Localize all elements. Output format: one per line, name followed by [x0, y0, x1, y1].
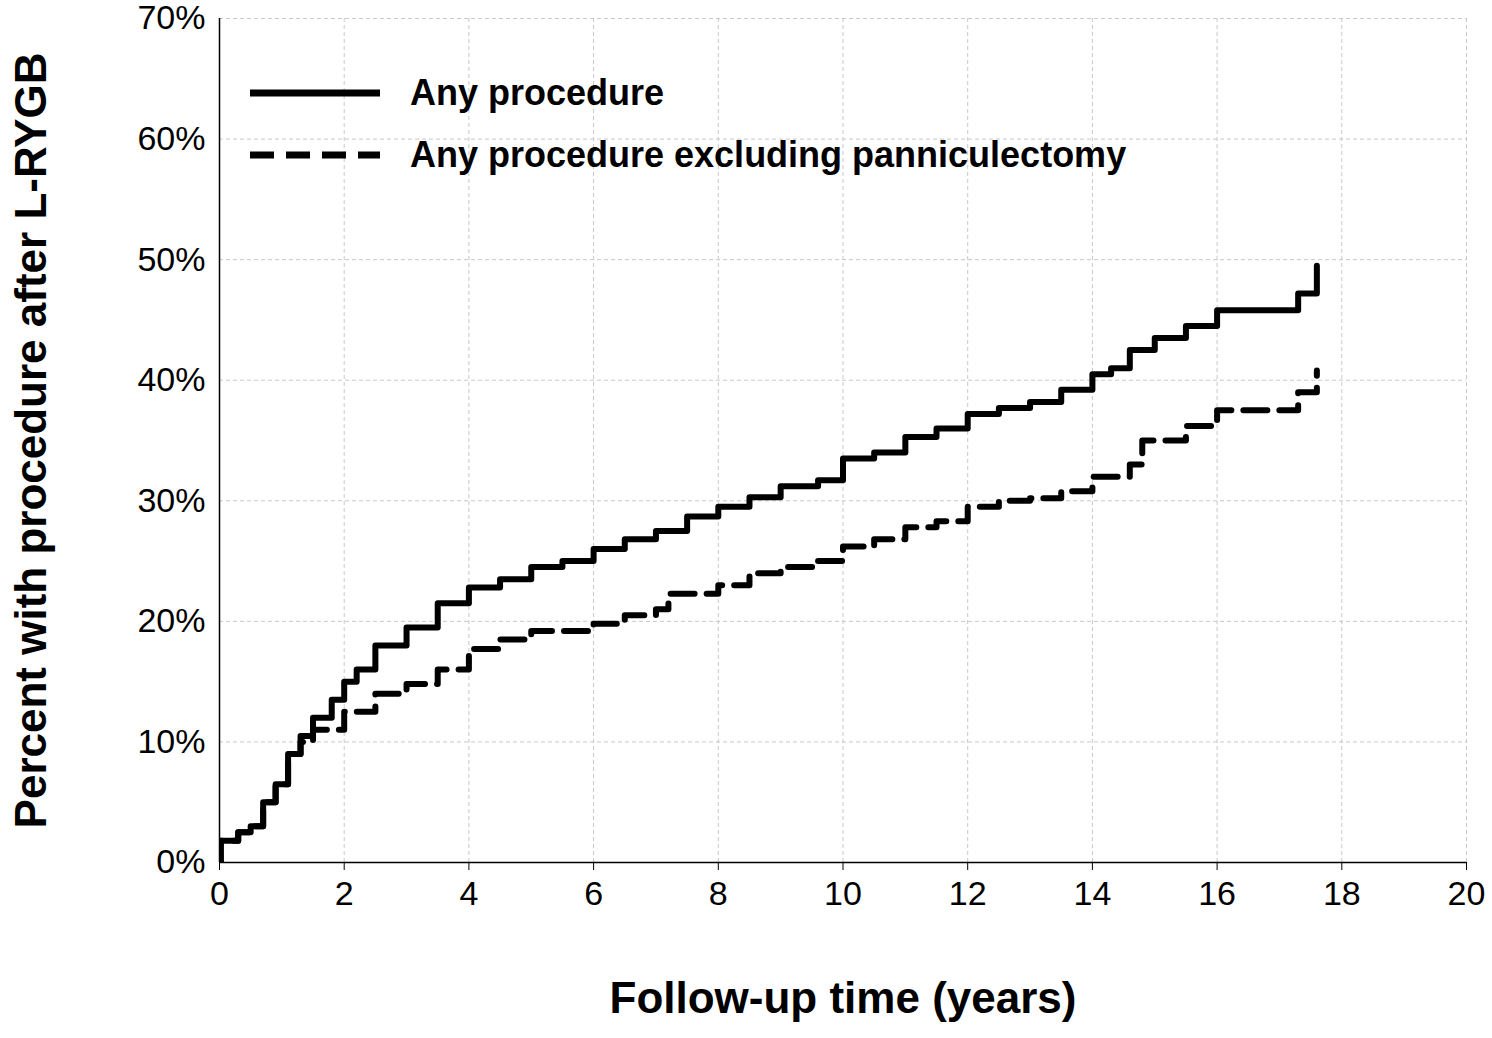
svg-text:4: 4 [459, 874, 478, 912]
svg-text:6: 6 [584, 874, 603, 912]
svg-text:60%: 60% [137, 119, 205, 157]
svg-text:10: 10 [824, 874, 862, 912]
svg-text:2: 2 [335, 874, 354, 912]
html-text:Any procedure: Any procedure [410, 72, 665, 113]
svg-text:10%: 10% [137, 722, 205, 760]
svg-text:20: 20 [1448, 874, 1486, 912]
svg-text:Percent with procedure after L: Percent with procedure after L-RYGB [6, 53, 55, 829]
svg-text:16: 16 [1198, 874, 1236, 912]
svg-text:0: 0 [210, 874, 229, 912]
html-text:Any procedure excluding pannic: Any procedure excluding panniculectomy [410, 134, 1127, 175]
svg-text:12: 12 [949, 874, 987, 912]
svg-text:20%: 20% [137, 601, 205, 639]
svg-text:50%: 50% [137, 240, 205, 278]
svg-text:14: 14 [1073, 874, 1111, 912]
svg-text:0%: 0% [156, 842, 205, 880]
svg-text:70%: 70% [137, 0, 205, 36]
svg-text:30%: 30% [137, 481, 205, 519]
svg-text:8: 8 [709, 874, 728, 912]
svg-text:40%: 40% [137, 360, 205, 398]
svg-text:Follow-up time (years): Follow-up time (years) [610, 973, 1077, 1022]
svg-text:18: 18 [1323, 874, 1361, 912]
